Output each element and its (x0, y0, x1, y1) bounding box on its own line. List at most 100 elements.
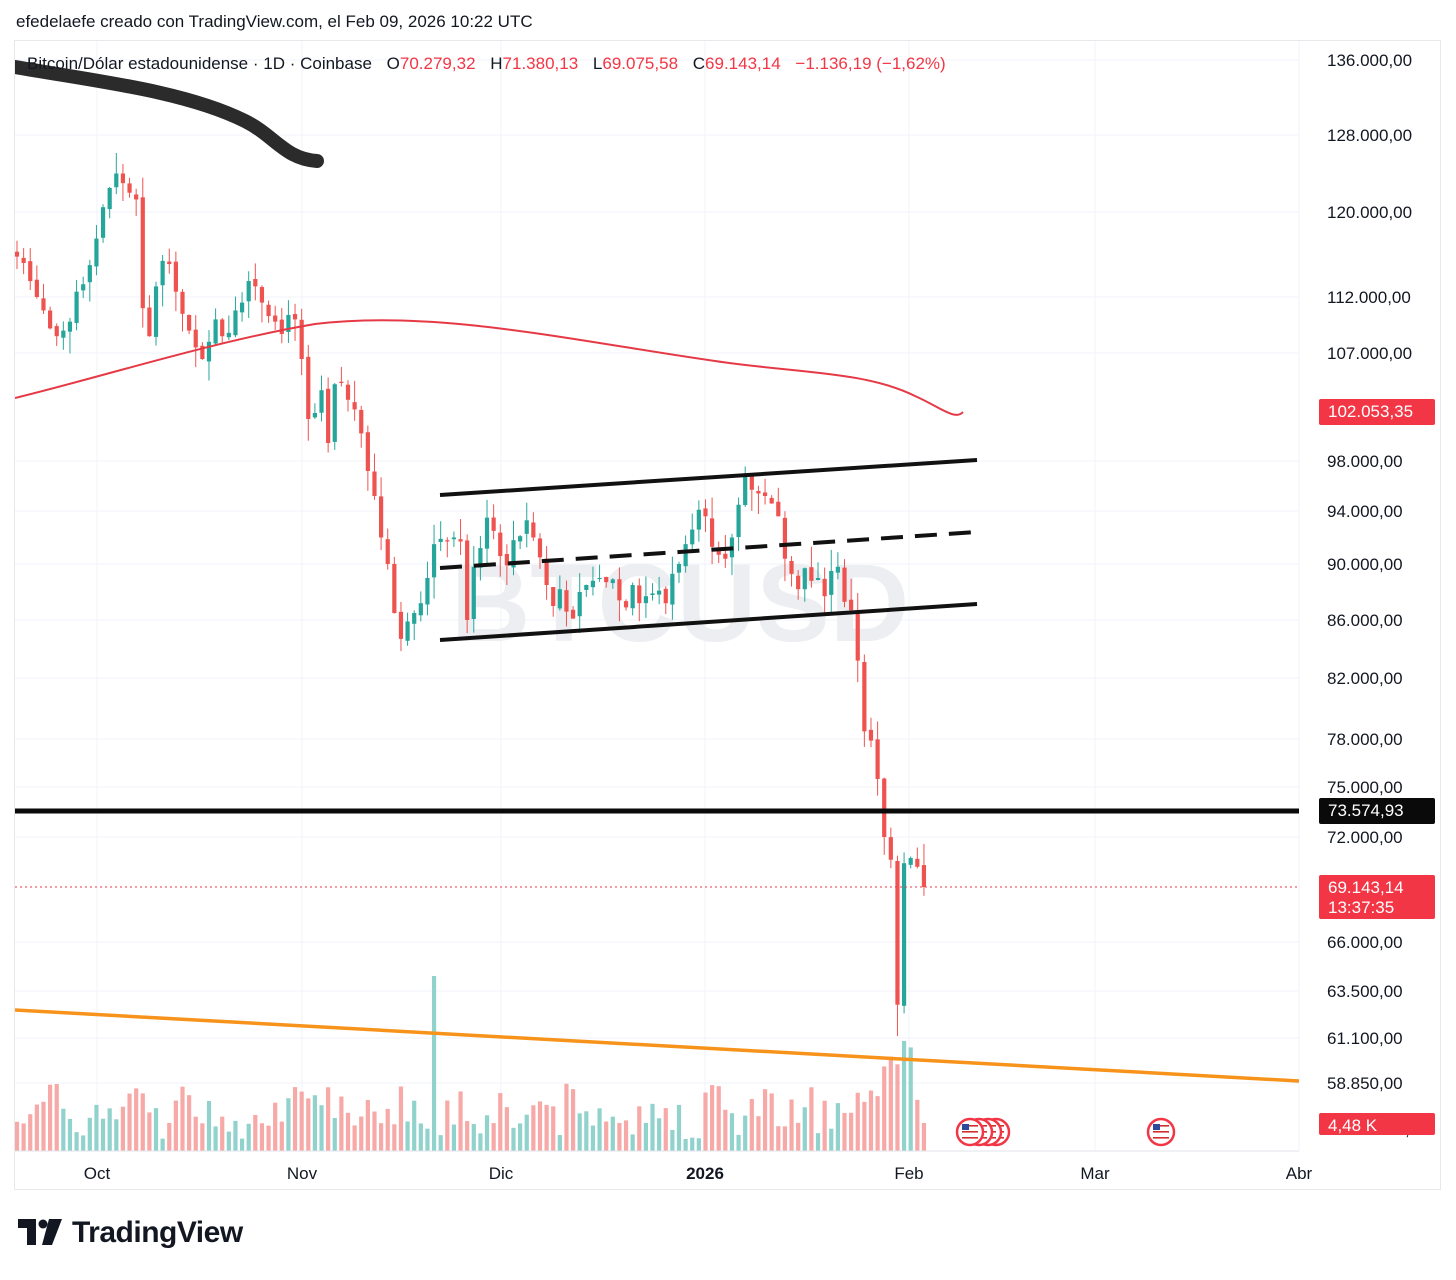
candle (465, 534, 470, 634)
candle-body (15, 251, 20, 257)
candle (696, 500, 701, 542)
volume-bar (743, 1115, 748, 1151)
candle (915, 847, 920, 869)
candle-body (100, 207, 106, 238)
candle (855, 593, 860, 683)
candle-body (782, 517, 788, 559)
candle-body (365, 432, 370, 471)
candle-body (597, 578, 602, 579)
volume-bar (564, 1083, 569, 1151)
candle (160, 254, 165, 307)
flag-stripe (1153, 1125, 1169, 1127)
candle (690, 513, 695, 552)
candle (703, 499, 708, 532)
candle (478, 535, 483, 581)
candle-body (676, 564, 682, 573)
candle (570, 606, 576, 619)
price-tick-label: 90.000,00 (1327, 555, 1403, 574)
legend-high-label: H (490, 54, 502, 73)
moving-average-200 (15, 319, 964, 416)
candle-body (590, 580, 596, 588)
candle (584, 584, 589, 597)
candle-body (822, 578, 827, 597)
candle-body (868, 729, 874, 741)
volume-bar (676, 1104, 682, 1151)
volume-bar (478, 1133, 483, 1151)
volume-bar (518, 1123, 523, 1151)
candle-body (736, 504, 741, 538)
candle (802, 567, 807, 602)
candle-body (776, 501, 781, 517)
ma-price-tag-box (1319, 399, 1435, 425)
candle-body (723, 553, 728, 559)
candle-body (478, 548, 483, 568)
volume-bar (736, 1134, 741, 1151)
candle (233, 296, 238, 338)
price-tick-label: 82.000,00 (1327, 669, 1403, 688)
volume-bar (332, 1117, 337, 1151)
candle (643, 576, 648, 618)
candle (61, 321, 66, 350)
candlestick-chart[interactable]: BTCUSD 136.000,00 128.000,00 120.000,00 112… (15, 41, 1442, 1191)
legend-low: 69.075,58 (602, 54, 678, 73)
last-price-tag-text: 69.143,14 (1328, 878, 1404, 897)
legend-close-label: C (693, 54, 705, 73)
volume-bar (445, 1100, 450, 1151)
candle-body (643, 596, 648, 604)
candle (306, 344, 311, 441)
time-axis[interactable]: Oct Nov Dic 2026 Feb Mar Abr (15, 1150, 1313, 1183)
candle (412, 610, 417, 641)
volume-bar (438, 1135, 443, 1151)
candle (147, 295, 152, 337)
candle (359, 405, 364, 448)
candle (87, 259, 92, 302)
candle-body (127, 183, 132, 193)
candle (418, 591, 423, 622)
candle (48, 306, 53, 330)
candle-body (531, 522, 536, 538)
price-axis[interactable]: 136.000,00 128.000,00 120.000,00 112.000,00… (1327, 51, 1429, 1139)
candle (425, 561, 430, 616)
candle (299, 308, 304, 376)
volume-bar (862, 1101, 867, 1151)
candle-body (683, 544, 688, 567)
price-tick-label: 112.000,00 (1327, 288, 1411, 307)
candle-body (213, 319, 218, 344)
candle-body (319, 390, 324, 413)
candle (888, 827, 893, 869)
event-markers[interactable] (955, 1117, 1176, 1147)
candle (451, 531, 457, 547)
flag-canton (1153, 1124, 1160, 1130)
tradingview-logo[interactable]: TradingView (18, 1216, 243, 1250)
flag-stripe (1153, 1137, 1169, 1139)
candle-body (226, 332, 231, 338)
volume-bar (239, 1138, 245, 1151)
ma-price-tag-text: 102.053,35 (1328, 402, 1413, 421)
volume-bar (590, 1125, 596, 1151)
volume-bar (696, 1138, 701, 1151)
candle-body (21, 257, 26, 263)
candle-body (690, 529, 695, 545)
legend-open: 70.279,32 (400, 54, 476, 73)
volume-bar (716, 1086, 721, 1151)
candle-body (849, 599, 854, 611)
volume-bar (901, 1041, 907, 1151)
volume-bar (465, 1121, 470, 1151)
volume-bar (286, 1098, 291, 1151)
candles[interactable] (15, 152, 927, 1037)
candle (776, 487, 781, 517)
flag-stripe (962, 1125, 978, 1127)
candle (789, 556, 794, 587)
candle (504, 544, 509, 585)
candle (100, 204, 106, 243)
candle (630, 582, 635, 616)
candle (743, 466, 748, 507)
candle (762, 478, 768, 505)
candle (716, 541, 721, 564)
chart-caption: efedelaefe creado con TradingView.com, e… (16, 12, 533, 31)
volume-bar (537, 1101, 543, 1151)
chart-frame[interactable]: BTCUSD 136.000,00 128.000,00 120.000,00 112… (14, 40, 1441, 1190)
volume-bar (762, 1089, 768, 1151)
price-tick-label: 86.000,00 (1327, 611, 1403, 630)
price-tick-label: 58.850,00 (1327, 1074, 1403, 1093)
